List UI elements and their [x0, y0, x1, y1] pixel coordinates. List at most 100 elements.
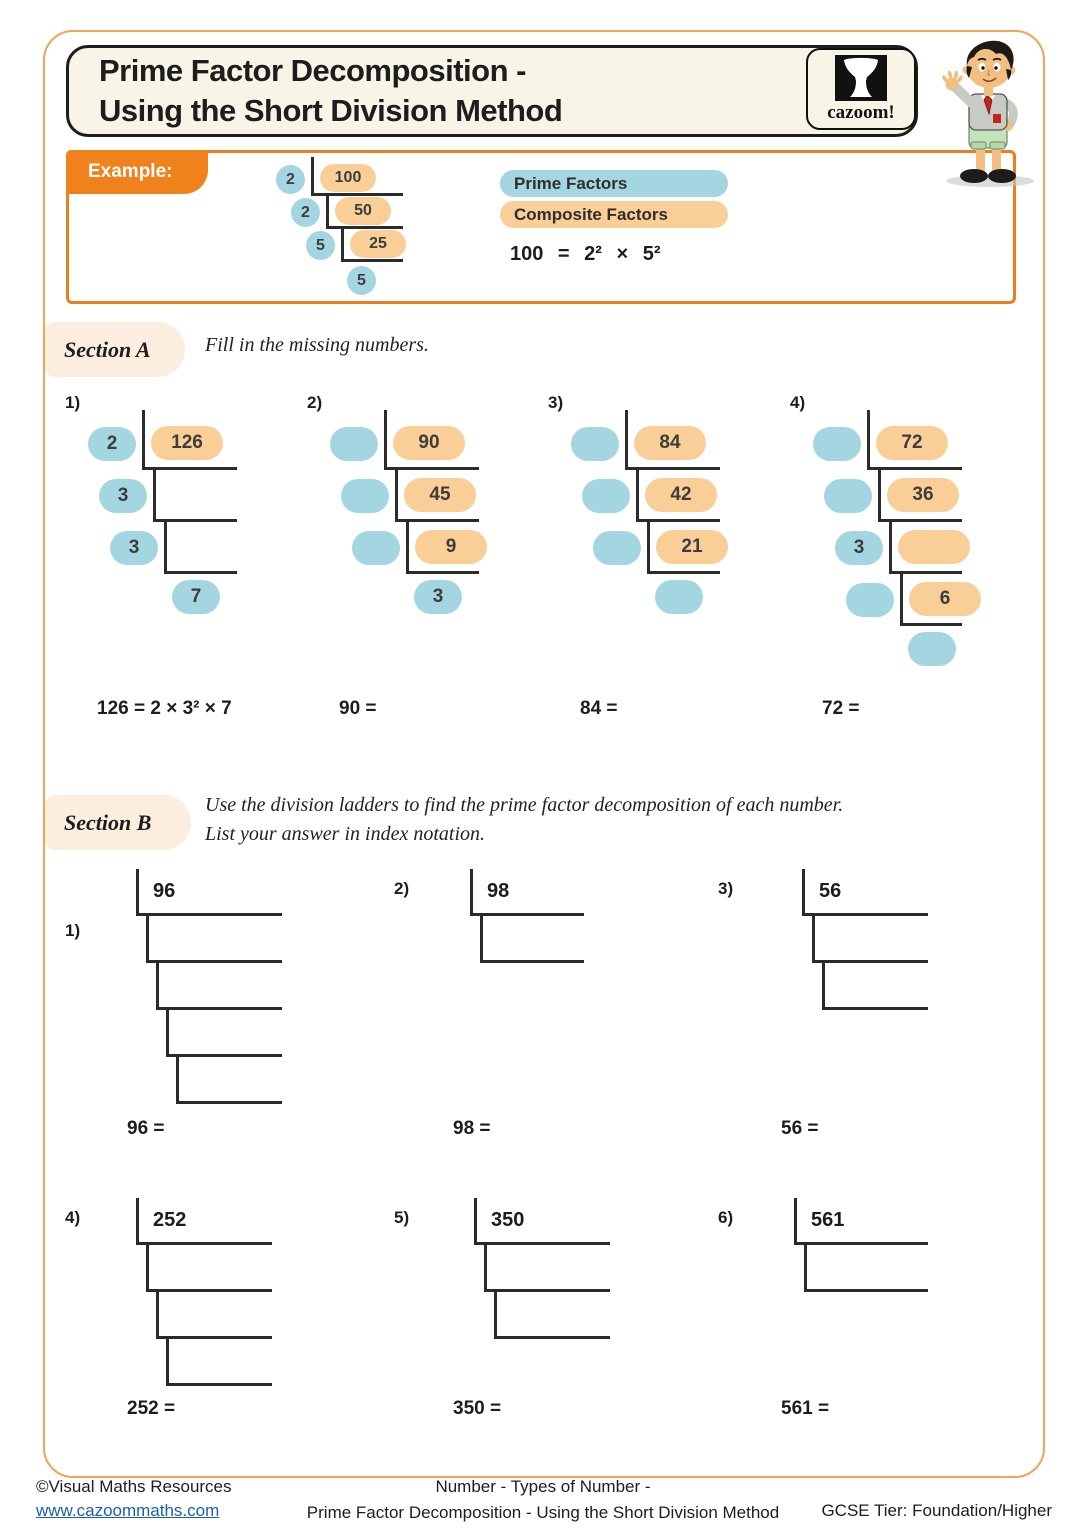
division-row: 42: [582, 470, 720, 522]
footer-topic-line1: Number - Types of Number -: [435, 1477, 651, 1496]
divisor-cell: 3: [835, 522, 889, 574]
composite-value-pill: 45: [404, 477, 476, 512]
cazoom-logo-box: cazoom!: [806, 48, 916, 130]
divisor-cell: [846, 574, 900, 626]
ladder-number-row: 561: [794, 1198, 928, 1245]
division-row: 9: [352, 522, 487, 574]
division-ladder-empty: 561: [794, 1198, 928, 1292]
division-row: 2 100: [273, 163, 403, 196]
quotient-cell: 72: [867, 418, 962, 470]
quotient-cell: [153, 470, 237, 522]
blank-divisor-pill: [352, 531, 400, 565]
ladder-number: 56: [819, 879, 842, 902]
answer-line: 72 =: [822, 698, 860, 719]
problem-number-label: 2): [307, 393, 323, 412]
division-row: 2 50: [288, 196, 403, 229]
prime-divisor-pill: 3: [99, 479, 147, 513]
quotient-cell: 25: [341, 229, 406, 262]
division-ladder-empty: 252: [136, 1198, 272, 1386]
blank-divisor-pill: [813, 427, 861, 461]
legend-prime-factors-pill: Prime Factors: [500, 170, 728, 197]
ladder-number: 561: [811, 1208, 845, 1231]
divisor-cell: [352, 522, 406, 574]
quotient-cell: 45: [395, 470, 479, 522]
divisor-cell: [571, 418, 625, 470]
section-a-instruction: Fill in the missing numbers.: [205, 334, 429, 356]
quotient-cell: 90: [384, 418, 479, 470]
quotient-cell: 100: [311, 163, 403, 196]
composite-value-pill: 42: [645, 477, 717, 512]
answer-line: 98 =: [453, 1118, 491, 1139]
page-title-line2: Using the Short Division Method: [99, 93, 563, 128]
divisor-cell: 3: [110, 522, 164, 574]
cazoom-logo-text: cazoom!: [827, 102, 895, 123]
section-a-label: Section A: [45, 322, 185, 377]
ladder-number: 98: [487, 879, 510, 902]
footer-website-link[interactable]: www.cazoommaths.com: [36, 1501, 220, 1520]
quotient-cell: 6: [900, 574, 981, 626]
page-title-line1: Prime Factor Decomposition -: [99, 53, 526, 88]
problem-number-label: 4): [790, 393, 806, 412]
problem-number-label: 1): [65, 393, 81, 412]
mascot-boy-illustration: [942, 40, 1034, 187]
example-box: Example: 2 100 2 50 5 25 5 Prime Factors Compo…: [66, 150, 1016, 304]
divisor-cell: 2: [288, 196, 326, 229]
divisor-cell: [813, 418, 867, 470]
ladder-empty-step: [166, 1339, 272, 1386]
quotient-cell: 21: [647, 522, 728, 574]
division-row: 36: [824, 470, 962, 522]
quotient-cell: 126: [142, 418, 237, 470]
divisor-cell: 5: [303, 229, 341, 262]
composite-value-pill: 36: [887, 477, 959, 512]
final-row: 3: [414, 580, 479, 614]
divisor-cell: [824, 470, 878, 522]
division-ladder-empty: 56: [802, 869, 928, 1010]
composite-value-pill: 72: [876, 425, 948, 460]
division-ladder-empty: 96: [136, 869, 282, 1104]
ladder-top-line: [311, 157, 403, 163]
blank-value-pill: [898, 529, 970, 564]
problem-number-label: 6): [718, 1208, 734, 1227]
ladder-number: 96: [153, 879, 176, 902]
divisor-cell: [593, 522, 647, 574]
quotient-cell: 9: [406, 522, 487, 574]
prime-divisor-pill: 3: [835, 531, 883, 565]
ladder-top-line: [384, 410, 479, 418]
composite-value-pill: 84: [634, 425, 706, 460]
division-ladder: 72 36 3 6: [813, 410, 981, 666]
ladder-number: 252: [153, 1208, 187, 1231]
quotient-cell: [164, 522, 237, 574]
division-ladder-empty: 350: [474, 1198, 610, 1339]
footer-tier: GCSE Tier: Foundation/Higher: [821, 1501, 1052, 1520]
final-row: [908, 632, 962, 666]
blank-divisor-pill: [330, 427, 378, 461]
section-b-instruction-line2: List your answer in index notation.: [205, 823, 485, 845]
division-row: 90: [330, 418, 479, 470]
example-label: Example:: [66, 150, 208, 194]
ladder-empty-step: [480, 916, 584, 963]
answer-line: 252 =: [127, 1398, 176, 1419]
prime-divisor-pill: 2: [88, 427, 136, 461]
composite-value-pill: 9: [415, 529, 487, 564]
divisor-cell: [341, 470, 395, 522]
final-prime-pill: 5: [347, 266, 376, 295]
ladder-number-row: 56: [802, 869, 928, 916]
division-row: 72: [813, 418, 962, 470]
final-prime-pill: 7: [172, 580, 220, 614]
quotient-cell: 50: [326, 196, 403, 229]
final-row: 5: [347, 266, 403, 295]
problem-number-label: 2): [394, 879, 410, 898]
divisor-cell: 2: [88, 418, 142, 470]
ladder-number-row: 96: [136, 869, 282, 916]
ladder-empty-step: [176, 1057, 282, 1104]
division-row: 3: [99, 470, 237, 522]
composite-value-pill: 6: [909, 581, 981, 616]
ladder-top-line: [142, 410, 237, 418]
ladder-empty-step: [494, 1292, 610, 1339]
composite-value-pill: 25: [350, 230, 406, 258]
division-row: 45: [341, 470, 479, 522]
page-border: [43, 30, 1045, 1478]
blank-divisor-pill: [846, 583, 894, 617]
ladder-empty-step: [146, 916, 282, 963]
